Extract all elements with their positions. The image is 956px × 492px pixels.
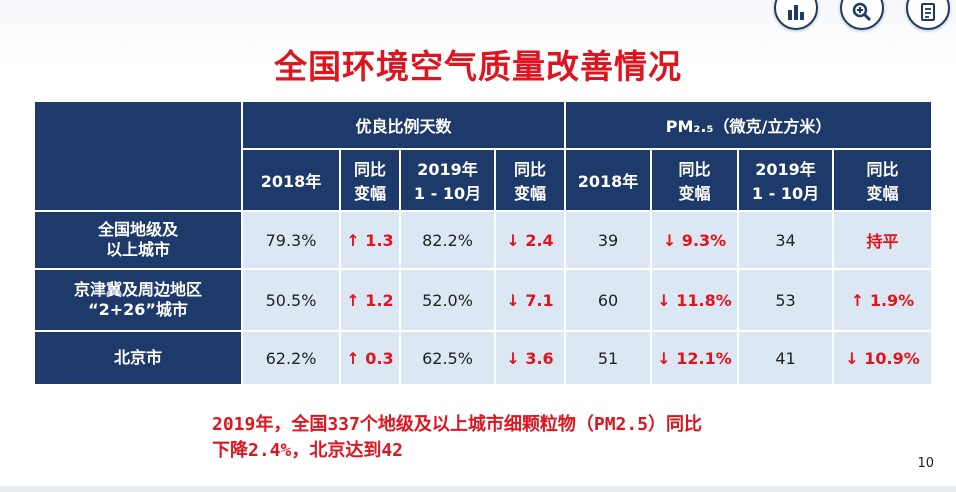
table-cell: ↓ 9.3% [650, 210, 740, 270]
table-cell: 41 [737, 330, 835, 386]
table-cell: 52.0% [399, 268, 496, 332]
sub-header: 同比 变幅 [832, 148, 934, 212]
table-cell: ↑ 0.3 [339, 330, 401, 386]
table-cell: 79.3% [241, 210, 341, 270]
table-cell: 62.5% [399, 330, 496, 386]
table-cell: ↑ 1.3 [339, 210, 401, 270]
sub-header: 2019年 1 - 10月 [737, 148, 835, 212]
sub-header: 同比 变幅 [650, 148, 740, 212]
table-cell: 60 [564, 268, 653, 332]
table-row: 京津冀及周边地区 “2+26”城市 50.5% ↑ 1.2 52.0% ↓ 7.1… [33, 268, 934, 332]
table-cell: 39 [564, 210, 653, 270]
table-cell: 50.5% [241, 268, 341, 332]
group-header-good-days: 优良比例天数 [240, 100, 567, 150]
page-title: 全国环境空气质量改善情况 [274, 47, 682, 86]
table-row: 全国地级及 以上城市 79.3% ↑ 1.3 82.2% ↓ 2.4 39 ↓ 9… [33, 210, 934, 270]
table-row: 北京市 62.2% ↑ 0.3 62.5% ↓ 3.6 51 ↓ 12.1% 4… [33, 330, 934, 386]
page-number: 10 [917, 456, 934, 471]
table-cell: ↓ 3.6 [493, 330, 567, 386]
sub-header: 2019年 1 - 10月 [399, 148, 496, 212]
table-cell: 82.2% [399, 210, 496, 270]
bar-chart-icon[interactable] [774, 0, 818, 30]
bottom-divider [0, 486, 956, 492]
table-cell: ↑ 1.2 [339, 268, 401, 332]
table-cell: ↓ 12.1% [650, 330, 740, 386]
top-toolbar [774, 0, 950, 30]
footnote-line: 下降2.4%，北京达到42 [212, 440, 404, 461]
footnote-line: 2019年，全国337个地级及以上城市细颗粒物（PM2.5）同比 [212, 414, 703, 435]
row-header: 北京市 [33, 330, 243, 386]
table-cell: 34 [737, 210, 835, 270]
table-cell: ↓ 10.9% [832, 330, 934, 386]
table-cell: 持平 [832, 210, 934, 270]
table-cell: 62.2% [241, 330, 341, 386]
table-cell: 51 [564, 330, 653, 386]
table-cell: ↓ 11.8% [650, 268, 740, 332]
table-cell: ↓ 2.4 [493, 210, 567, 270]
table-cell: 53 [737, 268, 835, 332]
sub-header: 2018年 [241, 148, 341, 212]
document-icon[interactable] [906, 0, 950, 30]
sub-header: 2018年 [564, 148, 653, 212]
row-header: 全国地级及 以上城市 [33, 210, 243, 270]
table-cell: ↑ 1.9% [832, 268, 934, 332]
header-corner [33, 100, 243, 212]
zoom-icon[interactable] [840, 0, 884, 30]
footnote: 2019年，全国337个地级及以上城市细颗粒物（PM2.5）同比 下降2.4%，… [212, 412, 702, 464]
table-cell: ↓ 7.1 [493, 268, 567, 332]
sub-header: 同比 变幅 [493, 148, 567, 212]
sub-header: 同比 变幅 [339, 148, 401, 212]
air-quality-table: 优良比例天数 PM₂.₅（微克/立方米） 2018年 同比 变幅 2019年 1 -… [33, 100, 934, 386]
row-header: 京津冀及周边地区 “2+26”城市 [33, 268, 243, 332]
group-header-pm25: PM₂.₅（微克/立方米） [564, 100, 934, 150]
